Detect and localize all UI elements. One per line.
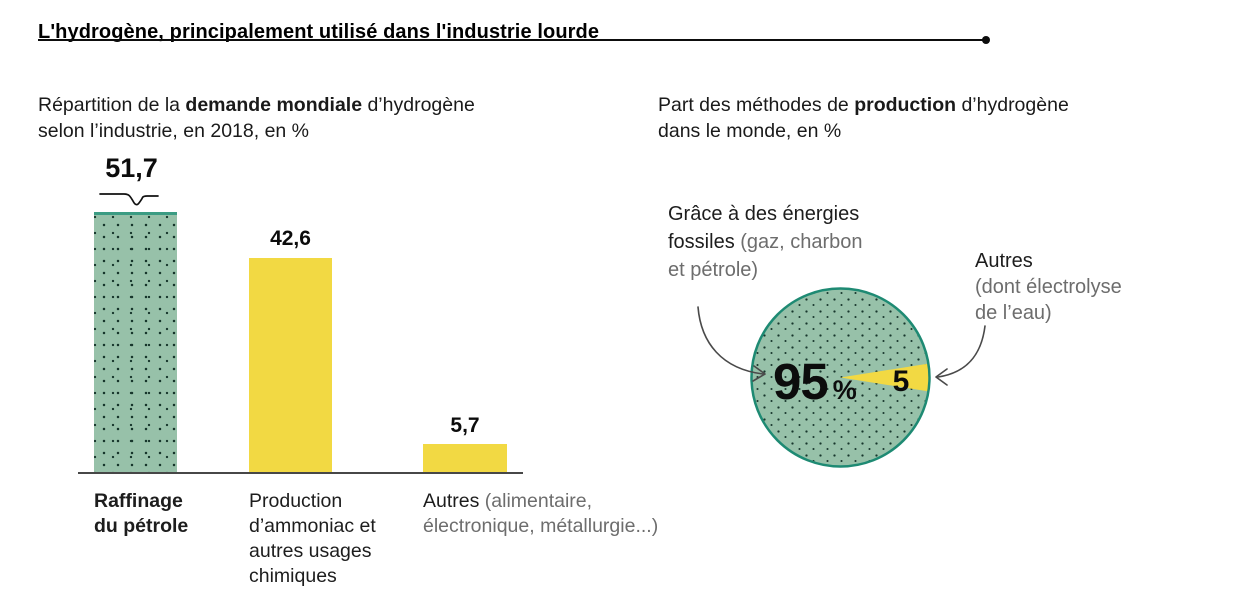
bar-value-raffinage: 51,7 (105, 153, 158, 183)
bar-label-line: Production (249, 490, 343, 512)
bar-raffinage (94, 212, 177, 473)
bar-value-ammoniac: 42,6 (270, 227, 311, 250)
subtitle-text: Part des méthodes de (658, 93, 855, 116)
bar-label-line: autres usages (249, 540, 372, 562)
pie-value-number: 95 (773, 353, 829, 410)
pie-label-fossil: Grâce à des énergies fossiles (gaz, char… (668, 200, 863, 284)
pie-slice-autres (840, 363, 930, 392)
pie-label-note: et pétrole) (668, 259, 759, 281)
bar-chart-subtitle-line2: selon l’industrie, en 2018, en % (38, 119, 310, 142)
pie-label-line: Grâce à des énergies (668, 203, 860, 225)
bar-label-raffinage: Raffinage du pétrole (94, 489, 188, 539)
bar-value-autres: 5,7 (450, 414, 480, 437)
subtitle-text: d’hydrogène (362, 93, 475, 116)
subtitle-text: Répartition de la (38, 93, 186, 116)
x-axis (78, 472, 523, 474)
title-rule (38, 36, 990, 44)
subtitle-text: d’hydrogène (956, 93, 1069, 116)
pie-chart-subtitle: Part des méthodes de production d’hydrog… (658, 92, 1069, 144)
bar-label-note: (alimentaire, (479, 490, 593, 512)
bar-chart-subtitle: Répartition de la demande mondiale d’hyd… (38, 92, 475, 144)
bar-chart-subtitle-line1: Répartition de la demande mondiale d’hyd… (38, 92, 475, 118)
subtitle-bold-text: demande mondiale (185, 93, 363, 116)
bar-label-line: Autres (alimentaire, (423, 489, 693, 514)
bar-label-autres: Autres (alimentaire, électronique, métal… (423, 489, 693, 539)
pie-value-fossil: 95% (773, 356, 857, 407)
pie-chart (750, 287, 931, 468)
rule-end-dot (982, 36, 990, 44)
value-brace-icon (99, 193, 159, 206)
pie-chart-subtitle-line2: dans le monde, en % (658, 119, 842, 142)
bar-label-line: du pétrole (94, 515, 189, 537)
bar-label-ammoniac: Production d’ammoniac et autres usages c… (249, 489, 376, 589)
pie-chart-subtitle-line1: Part des méthodes de production d’hydrog… (658, 92, 1069, 118)
pie-label-note: (dont électrolyse (975, 276, 1122, 298)
bar-label-main: Autres (423, 490, 480, 512)
bar-label-line: Raffinage (94, 490, 183, 512)
bar-label-note: électronique, métallurgie...) (423, 515, 659, 537)
arrow-to-fossil-slice-icon (697, 306, 766, 382)
pie-value-unit: % (832, 375, 857, 405)
pie-label-note: (gaz, charbon (734, 231, 863, 253)
pie-label-main: Autres (975, 250, 1033, 272)
page-title: L'hydrogène, principalement utilisé dans… (38, 21, 600, 44)
pie-label-note: de l’eau) (975, 302, 1052, 324)
bar-ammoniac (249, 258, 332, 473)
pie-outline (750, 287, 931, 468)
arrow-to-autres-slice-icon (935, 325, 986, 386)
bar-autres (423, 444, 507, 473)
pie-label-line: fossiles (gaz, charbon (668, 228, 863, 256)
pie-value-autres: 5 (892, 365, 910, 398)
pie-label-main: fossiles (668, 231, 735, 253)
bar-label-line: d’ammoniac et (249, 515, 376, 537)
bar-label-line: chimiques (249, 565, 337, 587)
pie-label-autres: Autres (dont électrolyse de l’eau) (975, 248, 1122, 326)
subtitle-bold-text: production (854, 93, 957, 116)
